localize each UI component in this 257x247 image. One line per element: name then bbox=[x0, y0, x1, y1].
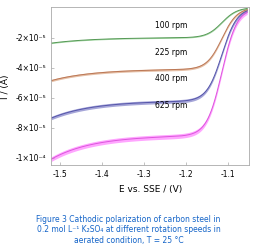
Text: 100 rpm: 100 rpm bbox=[154, 21, 187, 30]
Text: 225 rpm: 225 rpm bbox=[154, 48, 187, 57]
Text: 625 rpm: 625 rpm bbox=[154, 101, 187, 110]
Text: Figure 3 Cathodic polarization of carbon steel in
0.2 mol L⁻¹ K₂SO₄ at different: Figure 3 Cathodic polarization of carbon… bbox=[36, 215, 221, 245]
Text: 400 rpm: 400 rpm bbox=[154, 74, 187, 83]
Y-axis label: I / (A): I / (A) bbox=[1, 74, 10, 99]
X-axis label: E vs. SSE / (V): E vs. SSE / (V) bbox=[119, 185, 182, 194]
